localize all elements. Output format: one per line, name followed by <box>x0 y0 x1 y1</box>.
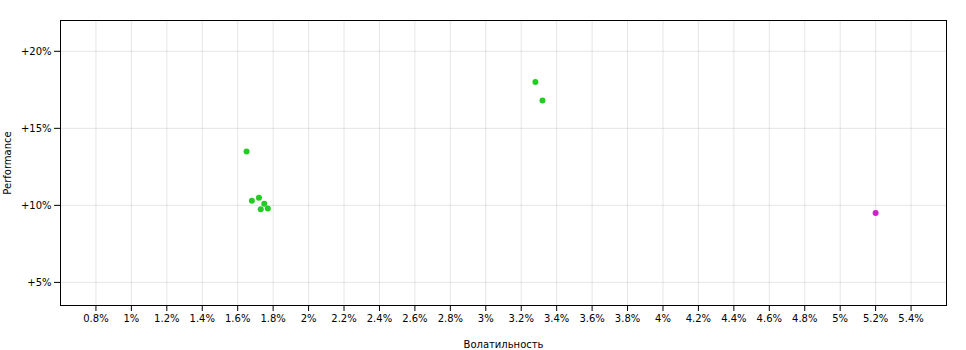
svg-text:5.4%: 5.4% <box>898 313 923 324</box>
svg-text:2.2%: 2.2% <box>331 313 356 324</box>
svg-text:3.4%: 3.4% <box>544 313 569 324</box>
svg-text:1.8%: 1.8% <box>260 313 285 324</box>
svg-text:+10%: +10% <box>21 200 52 211</box>
svg-text:Performance: Performance <box>2 131 13 194</box>
svg-text:1.2%: 1.2% <box>154 313 179 324</box>
svg-text:5.2%: 5.2% <box>863 313 888 324</box>
svg-text:0.8%: 0.8% <box>83 313 108 324</box>
svg-text:2.6%: 2.6% <box>402 313 427 324</box>
svg-text:1%: 1% <box>123 313 139 324</box>
svg-text:4%: 4% <box>655 313 671 324</box>
svg-text:3%: 3% <box>478 313 494 324</box>
svg-text:4.2%: 4.2% <box>686 313 711 324</box>
svg-text:1.6%: 1.6% <box>225 313 250 324</box>
svg-text:+15%: +15% <box>21 123 52 134</box>
svg-text:Волатильность: Волатильность <box>464 339 544 350</box>
svg-text:4.6%: 4.6% <box>757 313 782 324</box>
svg-text:3.6%: 3.6% <box>579 313 604 324</box>
svg-text:1.4%: 1.4% <box>190 313 215 324</box>
svg-text:2%: 2% <box>301 313 317 324</box>
svg-text:5%: 5% <box>832 313 848 324</box>
svg-text:2.4%: 2.4% <box>367 313 392 324</box>
svg-text:2.8%: 2.8% <box>438 313 463 324</box>
svg-text:+20%: +20% <box>21 46 52 57</box>
svg-text:3.8%: 3.8% <box>615 313 640 324</box>
svg-text:4.8%: 4.8% <box>792 313 817 324</box>
svg-text:3.2%: 3.2% <box>509 313 534 324</box>
svg-text:+5%: +5% <box>27 277 51 288</box>
svg-text:4.4%: 4.4% <box>721 313 746 324</box>
